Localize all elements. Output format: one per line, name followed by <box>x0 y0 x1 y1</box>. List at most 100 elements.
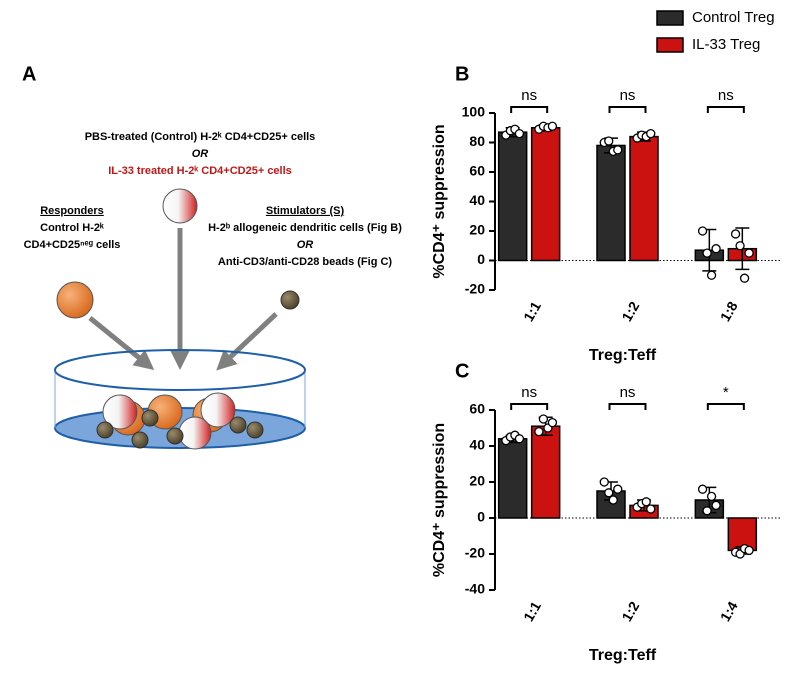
y-tick-label: 0 <box>477 509 485 525</box>
significance-label: * <box>723 384 729 401</box>
significance-label: ns <box>521 87 537 104</box>
cell <box>102 394 138 430</box>
data-point <box>613 145 623 155</box>
data-point <box>538 414 549 424</box>
treg-or: OR <box>192 148 209 160</box>
bar <box>497 131 528 262</box>
data-point <box>744 248 754 258</box>
significance-bracket <box>510 106 549 113</box>
bar <box>530 127 561 262</box>
stimulators-or: OR <box>297 239 314 251</box>
significance-label: ns <box>718 87 734 104</box>
bar <box>596 144 626 262</box>
significance-bracket <box>706 106 745 113</box>
treg-cell <box>162 188 198 224</box>
cell <box>131 431 149 449</box>
data-point <box>534 426 544 437</box>
arrow <box>216 312 278 371</box>
data-point <box>599 477 609 487</box>
data-point <box>641 497 651 507</box>
y-tick-label: 20 <box>469 473 485 489</box>
legend-swatch <box>656 37 684 53</box>
treg-text: PBS-treated (Control) H-2ᵏ CD4+CD25+ cel… <box>85 131 316 143</box>
significance-label: ns <box>521 384 537 401</box>
data-point <box>702 506 712 516</box>
data-point <box>646 504 656 514</box>
dish-rim <box>54 349 306 391</box>
cell <box>96 421 114 439</box>
cell <box>200 392 236 428</box>
y-axis-label: %CD4⁺ suppression <box>431 124 448 278</box>
y-tick-label: -40 <box>465 581 485 597</box>
data-point <box>547 417 558 428</box>
panel-label: A <box>22 63 36 85</box>
data-point <box>711 244 721 254</box>
cell <box>141 409 159 427</box>
responders-text: CD4+CD25ⁿᵉᵍ cells <box>24 239 121 251</box>
data-point <box>711 500 721 511</box>
x-tick-label: 1:1 <box>520 598 544 624</box>
x-tick-label: 1:8 <box>717 298 741 324</box>
data-point <box>608 495 618 505</box>
bar <box>530 425 561 519</box>
panel-label: C <box>455 360 469 382</box>
x-tick-label: 1:4 <box>717 598 741 624</box>
legend-label: Control Treg <box>692 9 775 26</box>
y-tick-label: -20 <box>465 281 485 297</box>
bar <box>629 135 659 262</box>
significance-bracket <box>510 403 549 410</box>
y-tick-label: 20 <box>469 222 485 238</box>
data-point <box>744 545 754 556</box>
x-tick-label: 1:2 <box>618 598 642 624</box>
data-point <box>613 484 623 494</box>
panel-label: B <box>455 63 469 85</box>
y-tick-label: 40 <box>469 192 485 208</box>
y-tick-label: 100 <box>462 104 486 120</box>
data-point <box>697 226 708 236</box>
y-tick-label: 60 <box>469 401 485 417</box>
responder-cell <box>56 281 94 319</box>
significance-bracket <box>608 106 647 113</box>
legend-swatch <box>656 10 684 26</box>
cell <box>246 421 264 439</box>
x-tick-label: 1:1 <box>520 298 544 324</box>
responders-text: Control H-2ᵏ <box>40 222 104 234</box>
data-point <box>604 136 614 146</box>
cell <box>166 427 184 445</box>
arrow <box>88 316 155 371</box>
data-point <box>730 229 741 239</box>
data-point <box>739 273 750 283</box>
data-point <box>547 121 558 131</box>
data-point <box>514 128 525 139</box>
data-point <box>604 488 614 498</box>
data-point <box>697 484 708 494</box>
responders-title: Responders <box>40 205 104 217</box>
data-point <box>706 491 717 502</box>
stimulators-text: H-2ᵇ allogeneic dendritic cells (Fig B) <box>208 222 402 234</box>
data-point <box>514 434 525 444</box>
y-tick-label: 40 <box>469 437 485 453</box>
cell <box>178 416 212 450</box>
data-point <box>646 128 656 139</box>
x-axis-label: Treg:Teff <box>589 647 657 664</box>
stimulators-text: Anti-CD3/anti-CD28 beads (Fig C) <box>218 256 393 268</box>
x-tick-label: 1:2 <box>618 298 642 324</box>
significance-bracket <box>608 403 647 410</box>
y-tick-label: 60 <box>469 163 485 179</box>
stimulators-title: Stimulators (S) <box>266 205 345 217</box>
y-tick-label: 80 <box>469 133 485 149</box>
data-point <box>706 270 717 280</box>
x-axis-label: Treg:Teff <box>589 347 657 364</box>
panel-a: A PBS-treated (Control) H-2ᵏ CD4+CD25+ c… <box>22 63 402 450</box>
significance-bracket <box>706 403 745 410</box>
data-point <box>735 241 745 251</box>
y-tick-label: 0 <box>477 251 485 267</box>
legend-label: IL-33 Treg <box>692 36 760 53</box>
stimulator-cell <box>280 290 300 310</box>
bar <box>497 438 528 519</box>
y-tick-label: -20 <box>465 545 485 561</box>
y-axis-label: %CD4⁺ suppression <box>431 423 448 577</box>
data-point <box>702 248 712 258</box>
cell <box>229 416 247 434</box>
